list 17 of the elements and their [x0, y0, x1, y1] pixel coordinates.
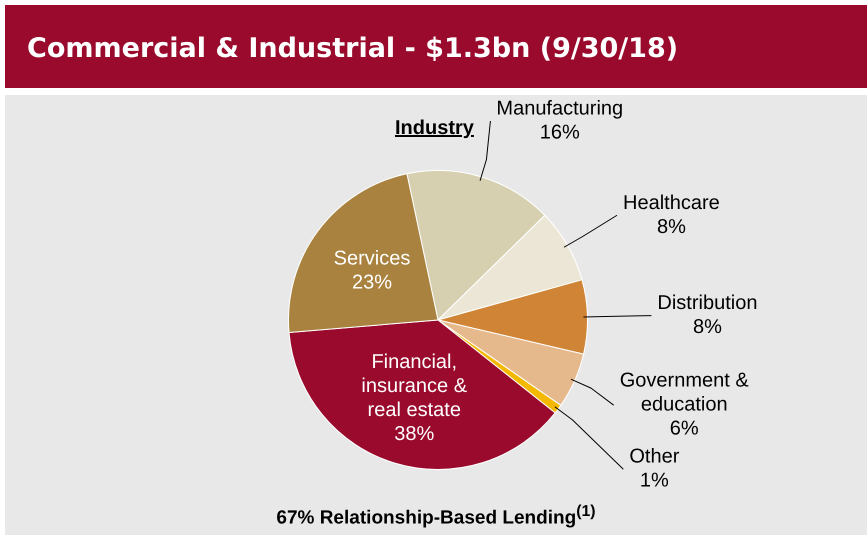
- data-label: 1%: [640, 470, 670, 492]
- slice-label: Services: [334, 247, 410, 270]
- chart-title: Commercial & Industrial - $1.3bn (9/30/18): [27, 33, 678, 64]
- slice-label: Government & education: [620, 370, 750, 416]
- data-label: 6%: [670, 418, 699, 440]
- slice-label: Other: [629, 446, 680, 468]
- text: Industry: [395, 117, 474, 140]
- text: 67% Relationship-Based Lending$^{(1)}$: [275, 503, 597, 530]
- data-label: 8%: [692, 316, 722, 338]
- slice-label: Manufacturing: [496, 98, 624, 120]
- data-label: 16%: [540, 122, 580, 144]
- slice-label: Financial, insurance & real estate: [361, 351, 468, 422]
- slice-label: Healthcare: [623, 192, 720, 214]
- slice-label: Distribution: [657, 292, 758, 314]
- data-label: 8%: [656, 216, 686, 238]
- data-label: 38%: [394, 423, 434, 446]
- data-label: 23%: [352, 271, 392, 294]
